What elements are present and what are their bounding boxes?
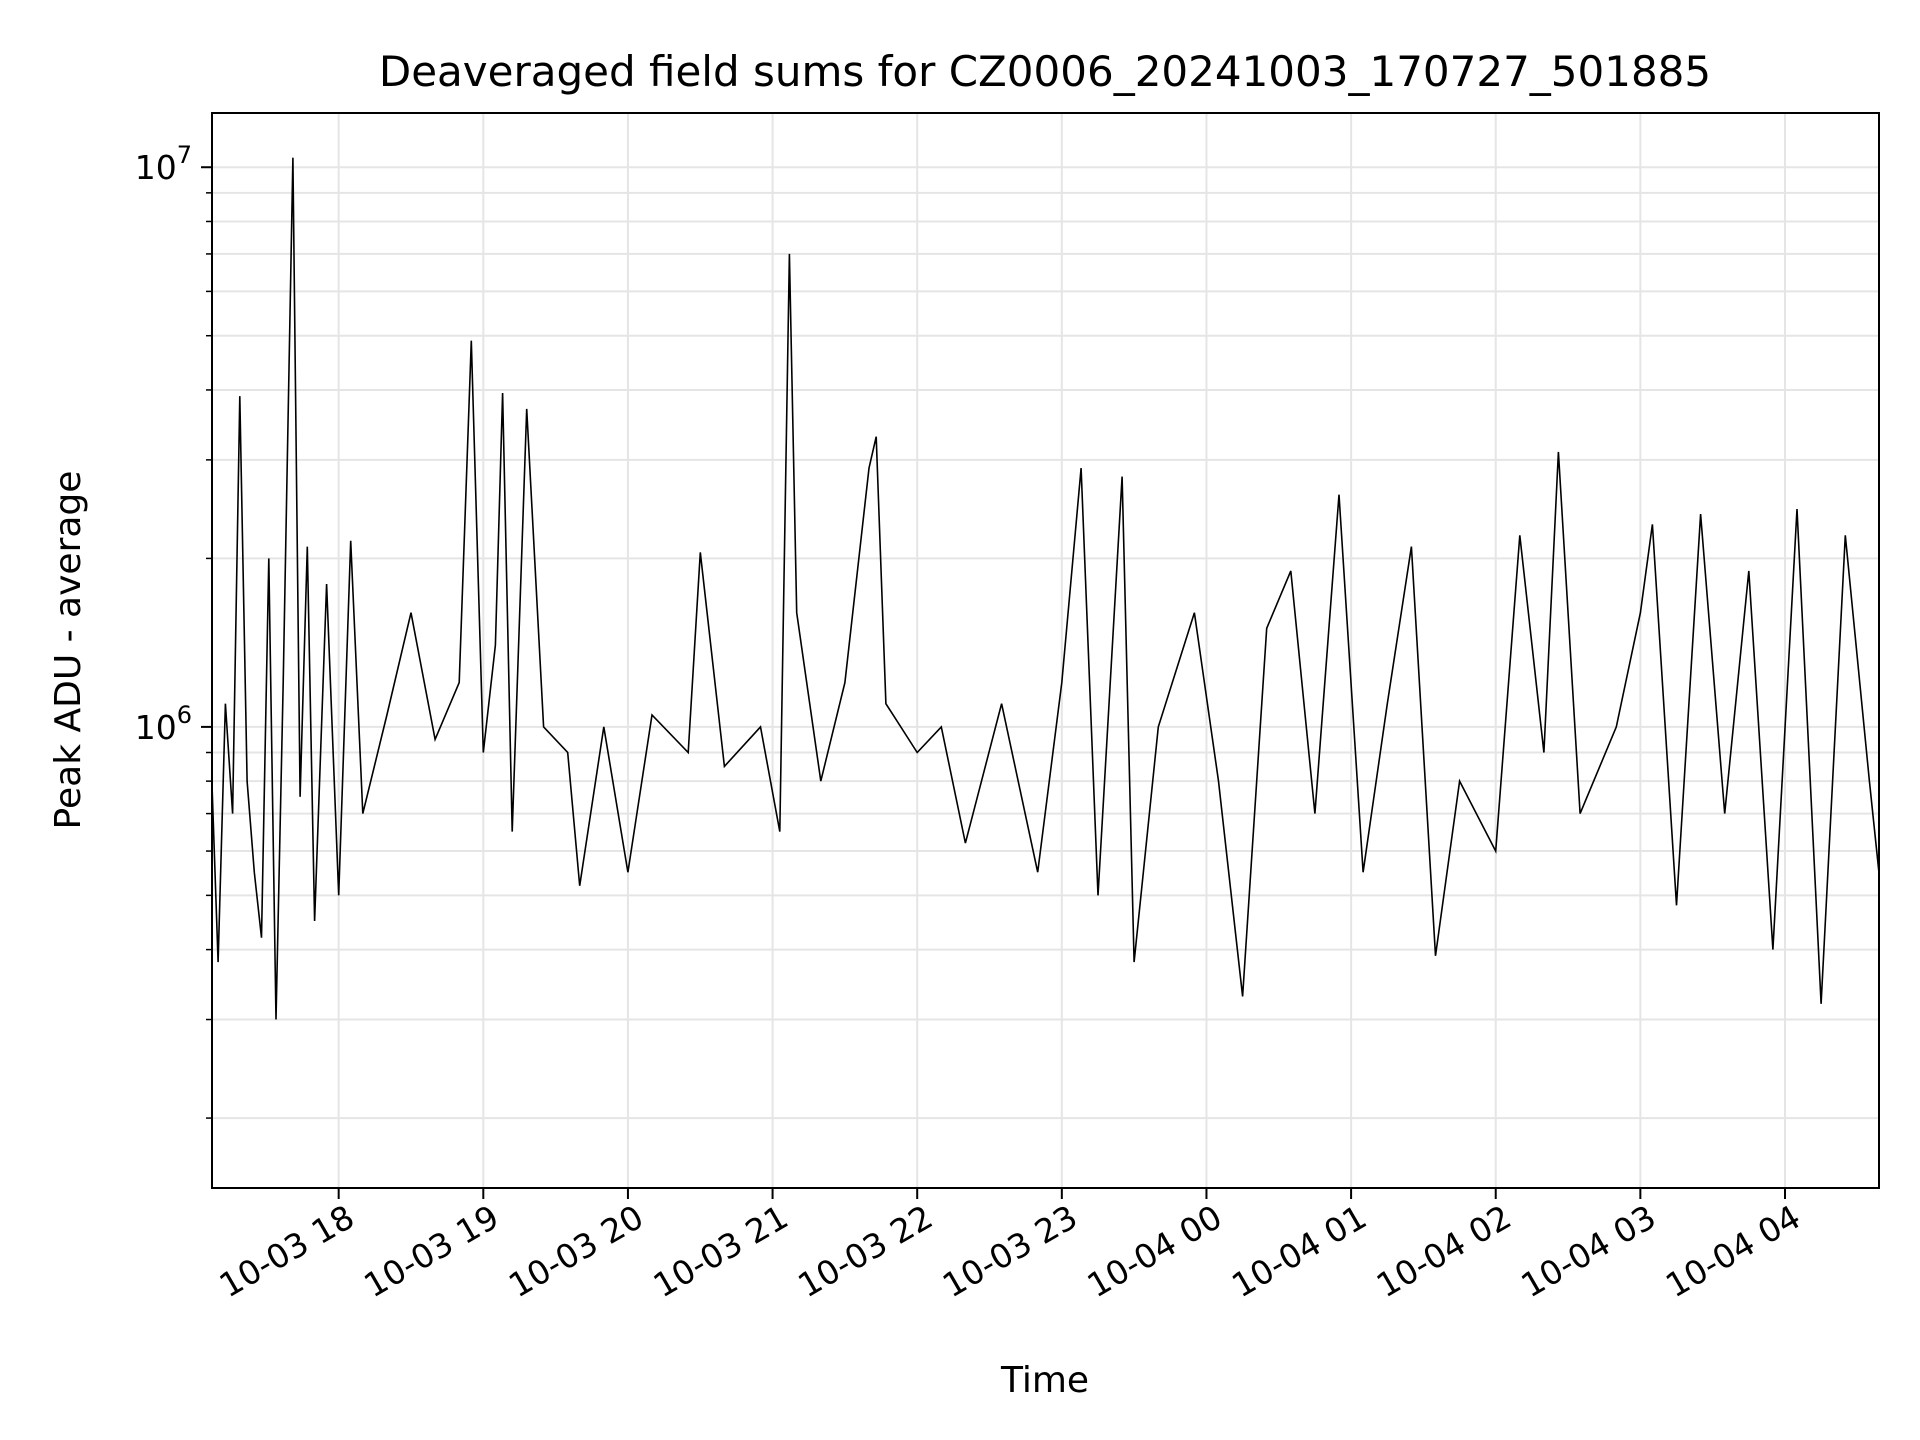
- plot-frame: [211, 112, 1880, 1189]
- x-axis-title: Time: [1000, 1360, 1089, 1401]
- series-layer: [212, 157, 1879, 1020]
- grid: [212, 113, 1879, 1188]
- y-axis-title: Peak ADU - average: [48, 471, 89, 830]
- series-line-0: [212, 157, 1879, 1020]
- y-axis: 106 107: [135, 141, 212, 1119]
- y-tick-label: 106: [135, 701, 192, 747]
- chart-title: Deaveraged field sums for CZ0006_2024100…: [379, 47, 1711, 96]
- y-tick-label: 107: [135, 141, 192, 187]
